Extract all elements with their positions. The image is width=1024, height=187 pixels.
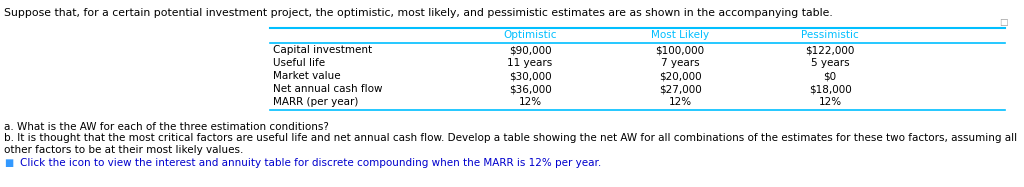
Text: 12%: 12% <box>518 97 542 107</box>
Text: Click the icon to view the interest and annuity table for discrete compounding w: Click the icon to view the interest and … <box>20 158 601 168</box>
Text: Optimistic: Optimistic <box>503 30 557 40</box>
Text: Pessimistic: Pessimistic <box>801 30 859 40</box>
Text: $36,000: $36,000 <box>509 84 551 94</box>
Text: Most Likely: Most Likely <box>651 30 709 40</box>
Text: $27,000: $27,000 <box>658 84 701 94</box>
Text: 12%: 12% <box>818 97 842 107</box>
Text: $0: $0 <box>823 71 837 81</box>
Text: Net annual cash flow: Net annual cash flow <box>273 84 383 94</box>
Text: Capital investment: Capital investment <box>273 45 372 55</box>
Text: Useful life: Useful life <box>273 58 326 68</box>
Text: $20,000: $20,000 <box>658 71 701 81</box>
Text: $18,000: $18,000 <box>809 84 851 94</box>
Text: □: □ <box>999 18 1008 27</box>
Text: $100,000: $100,000 <box>655 45 705 55</box>
Text: MARR (per year): MARR (per year) <box>273 97 358 107</box>
Text: 12%: 12% <box>669 97 691 107</box>
Text: b. It is thought that the most critical factors are useful life and net annual c: b. It is thought that the most critical … <box>4 133 1017 155</box>
Text: a. What is the AW for each of the three estimation conditions?: a. What is the AW for each of the three … <box>4 122 329 132</box>
Text: 11 years: 11 years <box>507 58 553 68</box>
Text: $122,000: $122,000 <box>805 45 855 55</box>
Text: Suppose that, for a certain potential investment project, the optimistic, most l: Suppose that, for a certain potential in… <box>4 8 833 18</box>
Text: $30,000: $30,000 <box>509 71 551 81</box>
Text: Market value: Market value <box>273 71 341 81</box>
Text: $90,000: $90,000 <box>509 45 551 55</box>
Text: 7 years: 7 years <box>660 58 699 68</box>
Text: ■: ■ <box>4 158 13 168</box>
Text: 5 years: 5 years <box>811 58 849 68</box>
